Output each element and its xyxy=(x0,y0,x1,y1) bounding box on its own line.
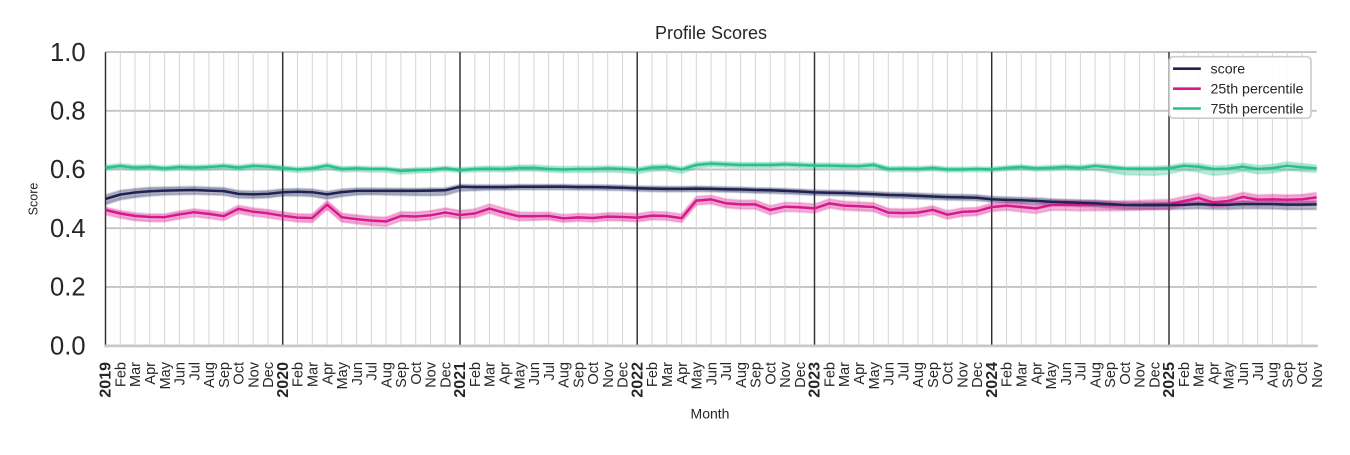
svg-text:Nov: Nov xyxy=(778,361,794,388)
svg-text:Aug: Aug xyxy=(379,362,395,388)
svg-text:2019: 2019 xyxy=(98,362,115,398)
svg-text:Mar: Mar xyxy=(306,362,322,387)
svg-text:Feb: Feb xyxy=(468,362,484,387)
svg-text:1.0: 1.0 xyxy=(50,39,85,67)
svg-text:Dec: Dec xyxy=(616,362,632,388)
svg-text:0.2: 0.2 xyxy=(50,274,85,302)
svg-text:Mar: Mar xyxy=(1192,362,1208,387)
svg-text:Sep: Sep xyxy=(217,362,233,388)
svg-text:Month: Month xyxy=(691,406,730,422)
svg-text:Jun: Jun xyxy=(350,362,366,385)
svg-text:Mar: Mar xyxy=(128,362,144,387)
svg-text:Aug: Aug xyxy=(734,362,750,388)
svg-text:75th percentile: 75th percentile xyxy=(1211,101,1304,117)
svg-text:Sep: Sep xyxy=(1280,362,1296,388)
svg-text:Apr: Apr xyxy=(852,362,868,385)
svg-text:Apr: Apr xyxy=(320,362,336,385)
svg-text:Nov: Nov xyxy=(601,361,617,388)
svg-text:Nov: Nov xyxy=(246,361,262,388)
svg-text:Nov: Nov xyxy=(1133,361,1149,388)
svg-text:Mar: Mar xyxy=(837,362,853,387)
svg-text:Dec: Dec xyxy=(1147,362,1163,388)
svg-text:Jul: Jul xyxy=(542,362,558,381)
svg-text:Nov: Nov xyxy=(955,361,971,388)
svg-text:Feb: Feb xyxy=(114,362,130,387)
svg-text:2025: 2025 xyxy=(1161,362,1178,398)
svg-text:Aug: Aug xyxy=(202,362,218,388)
svg-text:2020: 2020 xyxy=(275,362,292,398)
svg-text:Jun: Jun xyxy=(704,362,720,385)
svg-text:0.4: 0.4 xyxy=(50,215,85,243)
svg-text:Dec: Dec xyxy=(261,362,277,388)
svg-text:Oct: Oct xyxy=(763,362,779,385)
svg-text:2022: 2022 xyxy=(629,362,646,398)
svg-text:Apr: Apr xyxy=(143,362,159,385)
svg-text:0.8: 0.8 xyxy=(50,98,85,126)
svg-text:May: May xyxy=(867,361,883,389)
svg-text:Aug: Aug xyxy=(1266,362,1282,388)
svg-text:Apr: Apr xyxy=(675,362,691,385)
svg-text:2023: 2023 xyxy=(807,362,824,398)
svg-text:Jun: Jun xyxy=(527,362,543,385)
svg-text:May: May xyxy=(1221,361,1237,389)
svg-text:Apr: Apr xyxy=(1029,362,1045,385)
svg-text:Sep: Sep xyxy=(571,362,587,388)
svg-text:May: May xyxy=(158,361,174,389)
svg-text:Oct: Oct xyxy=(1118,362,1134,385)
svg-text:Feb: Feb xyxy=(645,362,661,387)
svg-text:Nov: Nov xyxy=(424,361,440,388)
svg-text:Score: Score xyxy=(27,183,41,216)
svg-text:Mar: Mar xyxy=(1015,362,1031,387)
svg-text:Nov: Nov xyxy=(1310,361,1326,388)
svg-text:Dec: Dec xyxy=(793,362,809,388)
svg-text:Mar: Mar xyxy=(660,362,676,387)
svg-text:Oct: Oct xyxy=(409,362,425,385)
svg-text:Jun: Jun xyxy=(1236,362,1252,385)
svg-text:Jun: Jun xyxy=(173,362,189,385)
svg-text:25th percentile: 25th percentile xyxy=(1211,82,1304,98)
svg-text:Aug: Aug xyxy=(1088,362,1104,388)
svg-text:2021: 2021 xyxy=(452,362,469,398)
svg-text:Dec: Dec xyxy=(438,362,454,388)
svg-text:Jul: Jul xyxy=(896,362,912,381)
svg-text:Jun: Jun xyxy=(1059,362,1075,385)
svg-text:Dec: Dec xyxy=(970,362,986,388)
svg-text:Mar: Mar xyxy=(483,362,499,387)
svg-text:Aug: Aug xyxy=(557,362,573,388)
svg-text:Jun: Jun xyxy=(882,362,898,385)
svg-text:2024: 2024 xyxy=(984,362,1001,398)
svg-text:score: score xyxy=(1211,62,1246,78)
svg-text:Oct: Oct xyxy=(941,362,957,385)
svg-text:Sep: Sep xyxy=(1103,362,1119,388)
svg-text:Profile Scores: Profile Scores xyxy=(655,23,767,43)
svg-text:Feb: Feb xyxy=(823,362,839,387)
svg-text:Aug: Aug xyxy=(911,362,927,388)
svg-text:Oct: Oct xyxy=(232,362,248,385)
svg-text:May: May xyxy=(512,361,528,389)
svg-text:Jul: Jul xyxy=(1251,362,1267,381)
svg-text:Oct: Oct xyxy=(586,362,602,385)
svg-text:May: May xyxy=(690,361,706,389)
svg-text:Feb: Feb xyxy=(1000,362,1016,387)
svg-text:0.0: 0.0 xyxy=(50,332,85,360)
svg-text:Sep: Sep xyxy=(749,362,765,388)
svg-text:May: May xyxy=(335,361,351,389)
svg-text:Jul: Jul xyxy=(719,362,735,381)
svg-text:Apr: Apr xyxy=(1207,362,1223,385)
svg-text:Jul: Jul xyxy=(1074,362,1090,381)
svg-text:May: May xyxy=(1044,361,1060,389)
svg-text:Jul: Jul xyxy=(187,362,203,381)
svg-text:Feb: Feb xyxy=(1177,362,1193,387)
svg-text:Jul: Jul xyxy=(365,362,381,381)
svg-text:Oct: Oct xyxy=(1295,362,1311,385)
svg-text:Sep: Sep xyxy=(926,362,942,388)
svg-text:0.6: 0.6 xyxy=(50,156,85,184)
svg-text:Apr: Apr xyxy=(498,362,514,385)
svg-text:Sep: Sep xyxy=(394,362,410,388)
svg-text:Feb: Feb xyxy=(291,362,307,387)
